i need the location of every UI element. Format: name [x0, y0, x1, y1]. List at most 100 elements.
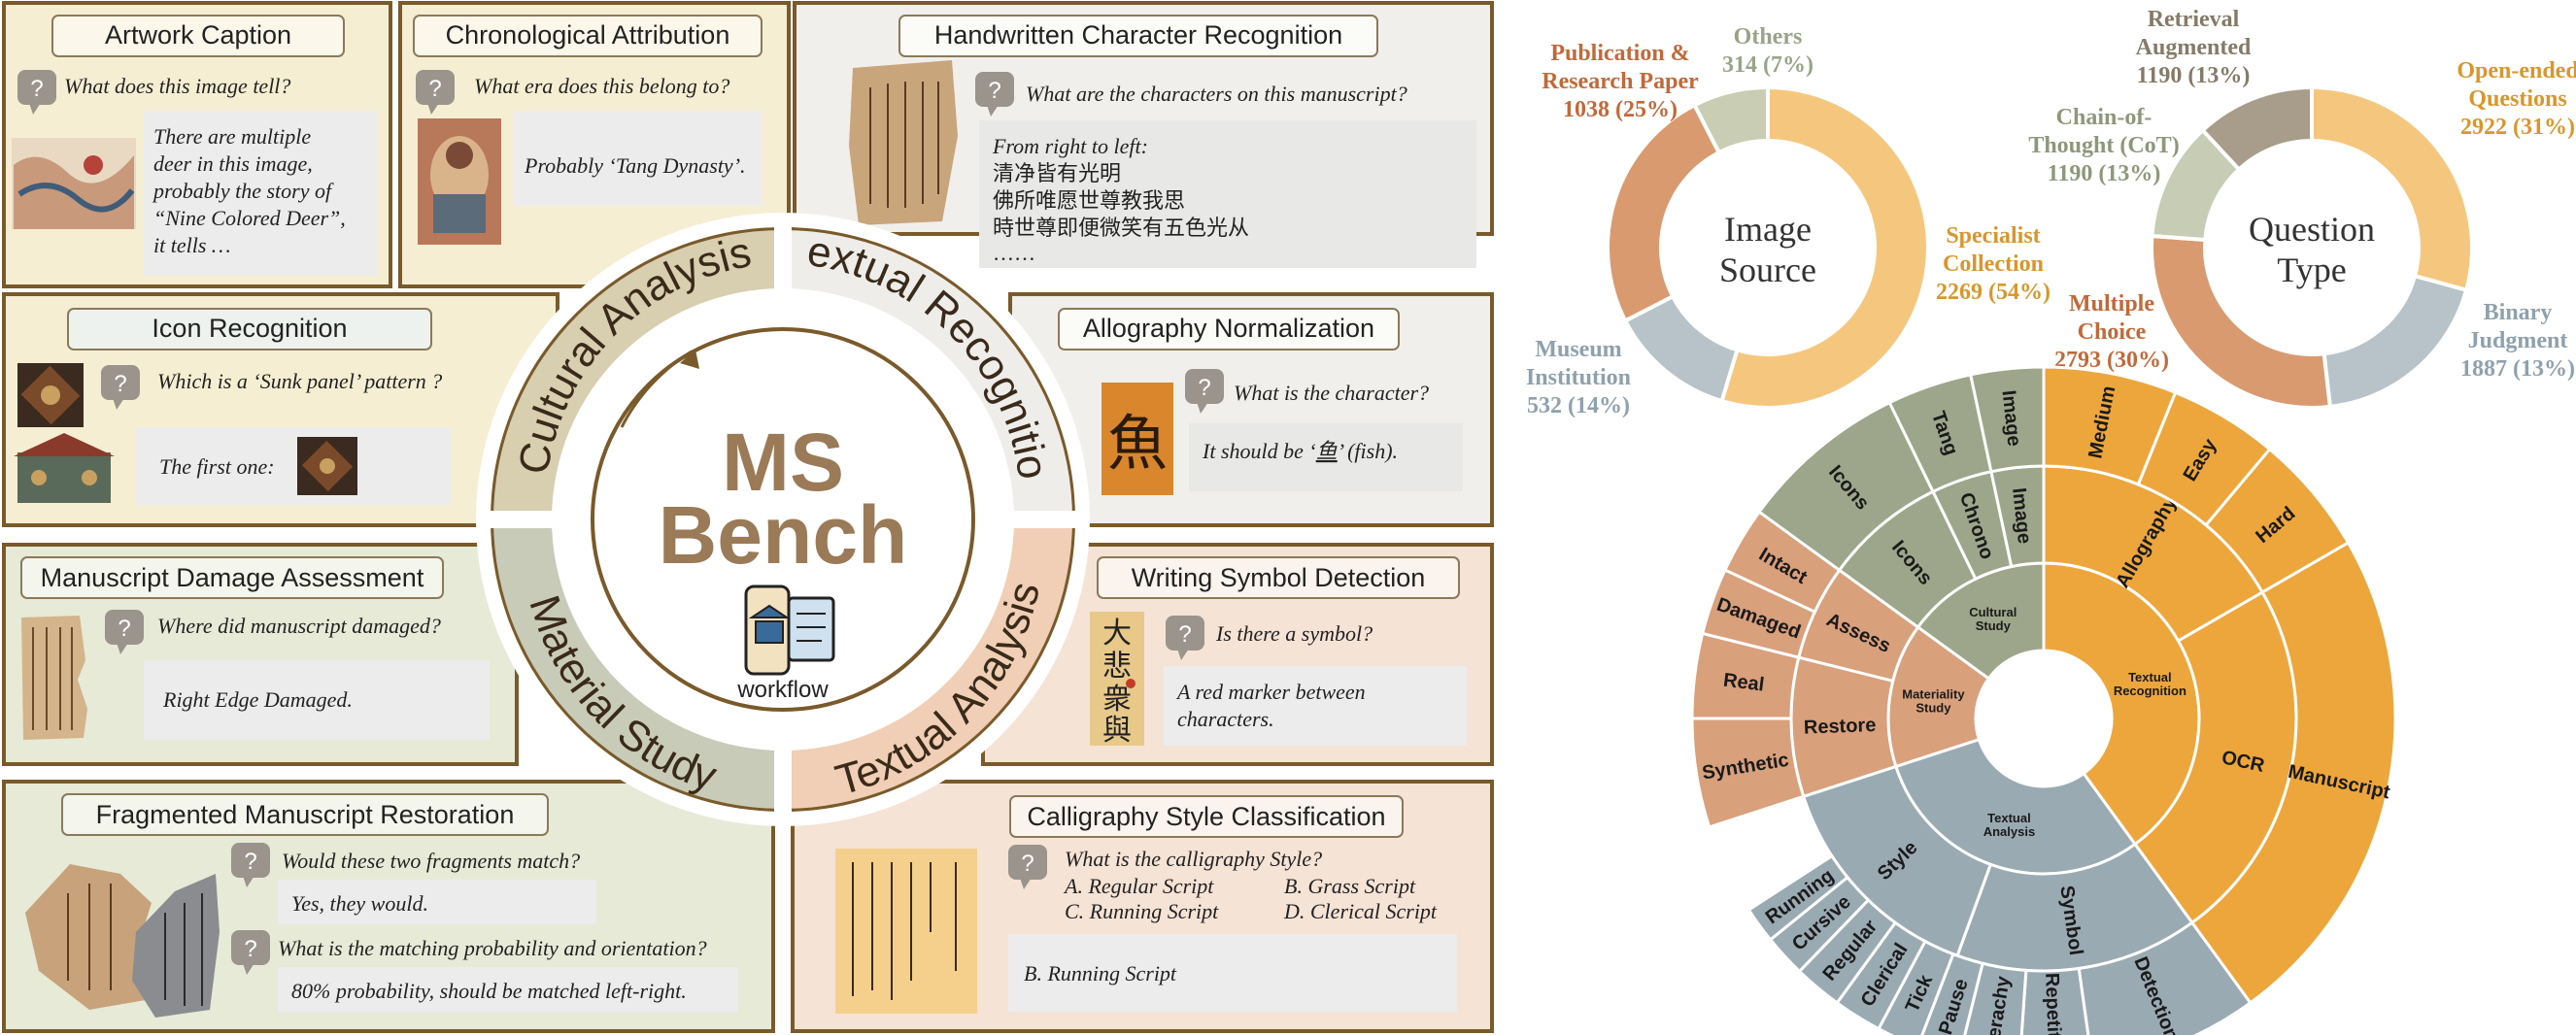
damaged-manuscript-image [21, 616, 87, 740]
svg-text:There are multiple: There are multiple [153, 124, 311, 149]
donut-segment-label: Binary Judgment 1887 (13%) [2460, 300, 2575, 382]
question-bubble-icon: ? [101, 365, 140, 410]
workflow-label: workflow [736, 677, 829, 703]
sunburst-label: Materiality Study [1902, 686, 1965, 715]
donut-segment [2150, 233, 2333, 410]
donut-chart-image-source: Image Source Specialist Collection 2269 (5… [1526, 24, 2051, 418]
question-text: What does this image tell? [64, 74, 290, 98]
donut-segment [2199, 84, 2314, 173]
buddha-painting-image [418, 118, 501, 245]
manuscript-image [849, 60, 958, 225]
svg-text:與: 與 [1102, 715, 1132, 747]
sunk-panel-answer-image [297, 437, 357, 495]
donut-segment-label: Chain-of-Thought (CoT) 1190 (13%) [2028, 105, 2179, 186]
donut-segment [1719, 84, 1930, 410]
sunburst-segment [1746, 853, 1850, 942]
panel-calligraphy-classification: Calligraphy Style Classification ? What … [791, 780, 1494, 1033]
svg-text:時世尊即便微笑有五色光从: 時世尊即便微笑有五色光从 [993, 216, 1249, 240]
answer-text: The first one: [159, 454, 275, 479]
svg-text:?: ? [244, 936, 256, 962]
donut-segment-label: Museum Institution 532 (14%) [1526, 337, 1631, 418]
svg-text:C. Running Script: C. Running Script [1065, 899, 1219, 923]
panel-icon-recognition: Icon Recognition ? Which is a ‘Sunk pane… [2, 292, 559, 527]
question-bubble-icon: ? [17, 70, 56, 115]
svg-text:……: …… [993, 241, 1035, 265]
question-text: What is the matching probability and ori… [278, 936, 707, 960]
sunburst-hole [1976, 651, 2112, 786]
svg-text:probably the story of: probably the story of [152, 179, 334, 203]
donut-segment [1606, 102, 1722, 324]
svg-text:衆: 衆 [1102, 684, 1132, 716]
answer-text: From right to left: 清净皆有光明 佛所唯愿世尊教我思 時世尊… [992, 134, 1249, 265]
answer-text: 80% probability, should be matched left-… [291, 979, 687, 1003]
sunk-panel-image [17, 363, 84, 427]
donut-segment-label: Publication & Research Paper 1038 (25%) [1542, 41, 1699, 122]
donut-segment [2310, 84, 2474, 293]
donut-segment-label: Others 314 (7%) [1722, 24, 1813, 78]
svg-text:From right to left:: From right to left: [992, 134, 1148, 158]
panel-title: Calligraphy Style Classification [1027, 802, 1385, 831]
svg-text:A red marker between: A red marker between [1175, 680, 1366, 704]
svg-text:?: ? [118, 616, 130, 642]
question-text: Is there a symbol? [1215, 621, 1373, 646]
fragment-left-image [25, 864, 152, 1010]
question-text: What are the characters on this manuscri… [1026, 82, 1407, 106]
donut-segment [1691, 84, 1770, 155]
svg-text:?: ? [1178, 621, 1191, 648]
left-figure: Artwork Caption ? What does this image t… [0, 0, 1494, 1033]
donut-center-label: Type [2277, 250, 2346, 289]
svg-text:悲: 悲 [1102, 651, 1132, 683]
sunburst-segment [1968, 365, 2046, 474]
sunburst-label: Repetition [2041, 973, 2065, 1035]
donut-segment-label: Retrieval Augmented 1190 (13%) [2136, 7, 2252, 88]
panel-damage-assessment: Manuscript Damage Assessment ? Where did… [2, 543, 519, 766]
answer-text: A red marker between characters. [1175, 680, 1366, 731]
panel-handwritten-recognition: Handwritten Character Recognition ? What… [793, 1, 1494, 268]
question-text: What era does this belong to? [474, 74, 729, 98]
donut-chart-question-type: Question Type Open-ended Questions 2922 (3… [2028, 7, 2576, 410]
sunburst-segment [2189, 540, 2397, 1005]
donut-center-label: Source [1719, 250, 1816, 289]
answer-text: It should be ‘鱼’ (fish). [1202, 439, 1398, 463]
donut-segment-label: Open-ended Questions 2922 (31%) [2457, 58, 2576, 140]
question-bubble-icon: ? [231, 843, 270, 887]
question-text: Which is a ‘Sunk panel’ pattern ? [157, 369, 442, 393]
question-bubble-icon: ? [1185, 369, 1224, 414]
panel-fragment-restoration: Fragmented Manuscript Restoration ? Woul… [2, 780, 775, 1033]
allograph-image: 魚 [1102, 383, 1173, 495]
svg-text:?: ? [244, 849, 256, 875]
panel-title: Handwritten Character Recognition [934, 20, 1342, 50]
svg-text:清净皆有光明: 清净皆有光明 [993, 161, 1121, 185]
panel-title: Allography Normalization [1083, 314, 1374, 343]
answer-text: Probably ‘Tang Dynasty’. [524, 153, 746, 178]
donut-segment-label: Multiple Choice 2793 (30%) [2054, 291, 2169, 373]
panel-title: Artwork Caption [105, 20, 291, 50]
answer-text: Right Edge Damaged. [162, 687, 353, 712]
center-title-line1: MS [722, 417, 844, 508]
svg-text:D. Clerical Script: D. Clerical Script [1283, 899, 1438, 923]
svg-text:魚: 魚 [1107, 412, 1168, 478]
donut-segment [2322, 273, 2469, 410]
sunburst-segment [2077, 920, 2253, 1035]
question-bubble-icon: ? [1008, 845, 1047, 889]
donut-center-label: Question [2249, 210, 2375, 249]
svg-text:佛所唯愿世尊教我思: 佛所唯愿世尊教我思 [993, 188, 1185, 213]
donut-segment-label: Specialist Collection 2269 (54%) [1936, 223, 2051, 305]
svg-text:?: ? [30, 76, 43, 102]
svg-text:A. Regular Script: A. Regular Script [1063, 874, 1214, 898]
svg-text:it tells …: it tells … [153, 233, 230, 257]
question-bubble-icon: ? [975, 72, 1014, 117]
sunburst-label: Cultural Study [1969, 605, 2017, 633]
question-text: What is the character? [1234, 381, 1429, 405]
svg-text:大: 大 [1102, 618, 1132, 650]
panel-title: Icon Recognition [152, 314, 347, 343]
panel-title: Fragmented Manuscript Restoration [96, 800, 515, 829]
question-bubble-icon: ? [416, 70, 455, 115]
donut-center-label: Image [1724, 210, 1812, 249]
question-text: Where did manuscript damaged? [157, 614, 441, 638]
question-text: What is the calligraphy Style? [1065, 847, 1322, 871]
svg-text:?: ? [1021, 851, 1034, 877]
panel-chronological-attribution: Chronological Attribution ? What era doe… [398, 1, 791, 288]
svg-text:?: ? [1198, 375, 1210, 401]
